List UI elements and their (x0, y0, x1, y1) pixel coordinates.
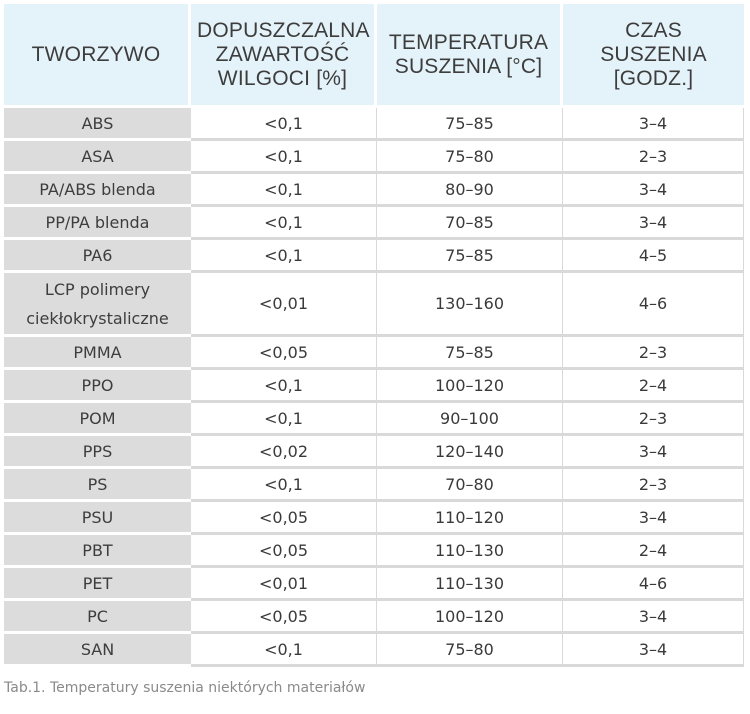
table-row: PPS <0,02 120–140 3–4 (4, 436, 744, 469)
table-row: PBT <0,05 110–130 2–4 (4, 535, 744, 568)
cell-moisture: <0,05 (191, 601, 377, 634)
cell-material: PMMA (4, 337, 191, 370)
cell-drying-time: 3–4 (563, 108, 744, 141)
cell-material: PBT (4, 535, 191, 568)
cell-drying-time: 4–6 (563, 568, 744, 601)
cell-moisture: <0,01 (191, 568, 377, 601)
cell-moisture: <0,05 (191, 502, 377, 535)
cell-temperature: 75–80 (377, 634, 563, 667)
cell-drying-time: 3–4 (563, 207, 744, 240)
cell-drying-time: 2–3 (563, 469, 744, 502)
cell-drying-time: 2–3 (563, 141, 744, 174)
cell-temperature: 120–140 (377, 436, 563, 469)
table-row: PET <0,01 110–130 4–6 (4, 568, 744, 601)
cell-drying-time: 2–4 (563, 535, 744, 568)
cell-moisture: <0,05 (191, 535, 377, 568)
table-row: PC <0,05 100–120 3–4 (4, 601, 744, 634)
cell-temperature: 110–130 (377, 568, 563, 601)
cell-drying-time: 3–4 (563, 601, 744, 634)
cell-temperature: 75–85 (377, 337, 563, 370)
cell-material: PET (4, 568, 191, 601)
cell-moisture: <0,1 (191, 141, 377, 174)
cell-temperature: 70–85 (377, 207, 563, 240)
cell-drying-time: 4–5 (563, 240, 744, 273)
table-row: PSU <0,05 110–120 3–4 (4, 502, 744, 535)
cell-moisture: <0,05 (191, 337, 377, 370)
cell-temperature: 90–100 (377, 403, 563, 436)
cell-temperature: 75–80 (377, 141, 563, 174)
header-temperature: TEMPERATURA SUSZENIA [°C] (377, 4, 563, 108)
table-row: PA6 <0,1 75–85 4–5 (4, 240, 744, 273)
cell-material: POM (4, 403, 191, 436)
cell-material: PA/ABS blenda (4, 174, 191, 207)
header-drying-time: CZAS SUSZENIA [GODZ.] (563, 4, 744, 108)
table-row: PPO <0,1 100–120 2–4 (4, 370, 744, 403)
cell-moisture: <0,01 (191, 273, 377, 337)
cell-temperature: 100–120 (377, 370, 563, 403)
drying-table: TWORZYWO DOPUSZCZALNA ZAWARTOŚĆ WILGOCI … (4, 4, 744, 667)
cell-moisture: <0,1 (191, 370, 377, 403)
cell-material: PPS (4, 436, 191, 469)
cell-temperature: 130–160 (377, 273, 563, 337)
cell-temperature: 75–85 (377, 240, 563, 273)
cell-moisture: <0,1 (191, 403, 377, 436)
cell-moisture: <0,1 (191, 207, 377, 240)
cell-material: PS (4, 469, 191, 502)
cell-drying-time: 4–6 (563, 273, 744, 337)
cell-material: LCP polimery ciekłokrystaliczne (4, 273, 191, 337)
cell-material: ASA (4, 141, 191, 174)
table-body: ABS <0,1 75–85 3–4 ASA <0,1 75–80 2–3 PA… (4, 108, 744, 667)
cell-material: PPO (4, 370, 191, 403)
cell-temperature: 110–130 (377, 535, 563, 568)
cell-drying-time: 2–3 (563, 337, 744, 370)
cell-moisture: <0,1 (191, 174, 377, 207)
cell-moisture: <0,02 (191, 436, 377, 469)
cell-temperature: 110–120 (377, 502, 563, 535)
table-row: PS <0,1 70–80 2–3 (4, 469, 744, 502)
header-material: TWORZYWO (4, 4, 191, 108)
table-row: ASA <0,1 75–80 2–3 (4, 141, 744, 174)
cell-material: ABS (4, 108, 191, 141)
cell-temperature: 80–90 (377, 174, 563, 207)
table-row: LCP polimery ciekłokrystaliczne <0,01 13… (4, 273, 744, 337)
cell-temperature: 100–120 (377, 601, 563, 634)
table-row: PA/ABS blenda <0,1 80–90 3–4 (4, 174, 744, 207)
table-caption: Tab.1. Temperatury suszenia niektórych m… (4, 680, 366, 696)
table-row: POM <0,1 90–100 2–3 (4, 403, 744, 436)
cell-moisture: <0,1 (191, 634, 377, 667)
cell-temperature: 75–85 (377, 108, 563, 141)
cell-temperature: 70–80 (377, 469, 563, 502)
cell-material: PA6 (4, 240, 191, 273)
cell-moisture: <0,1 (191, 469, 377, 502)
cell-drying-time: 3–4 (563, 502, 744, 535)
cell-material: PP/PA blenda (4, 207, 191, 240)
cell-drying-time: 2–4 (563, 370, 744, 403)
table-row: PP/PA blenda <0,1 70–85 3–4 (4, 207, 744, 240)
table-header: TWORZYWO DOPUSZCZALNA ZAWARTOŚĆ WILGOCI … (4, 4, 744, 108)
header-row: TWORZYWO DOPUSZCZALNA ZAWARTOŚĆ WILGOCI … (4, 4, 744, 108)
cell-moisture: <0,1 (191, 108, 377, 141)
table-row: SAN <0,1 75–80 3–4 (4, 634, 744, 667)
table-row: ABS <0,1 75–85 3–4 (4, 108, 744, 141)
table-row: PMMA <0,05 75–85 2–3 (4, 337, 744, 370)
cell-drying-time: 3–4 (563, 436, 744, 469)
header-moisture: DOPUSZCZALNA ZAWARTOŚĆ WILGOCI [%] (191, 4, 377, 108)
cell-material: SAN (4, 634, 191, 667)
cell-drying-time: 3–4 (563, 634, 744, 667)
cell-drying-time: 2–3 (563, 403, 744, 436)
cell-drying-time: 3–4 (563, 174, 744, 207)
cell-moisture: <0,1 (191, 240, 377, 273)
cell-material: PC (4, 601, 191, 634)
cell-material: PSU (4, 502, 191, 535)
